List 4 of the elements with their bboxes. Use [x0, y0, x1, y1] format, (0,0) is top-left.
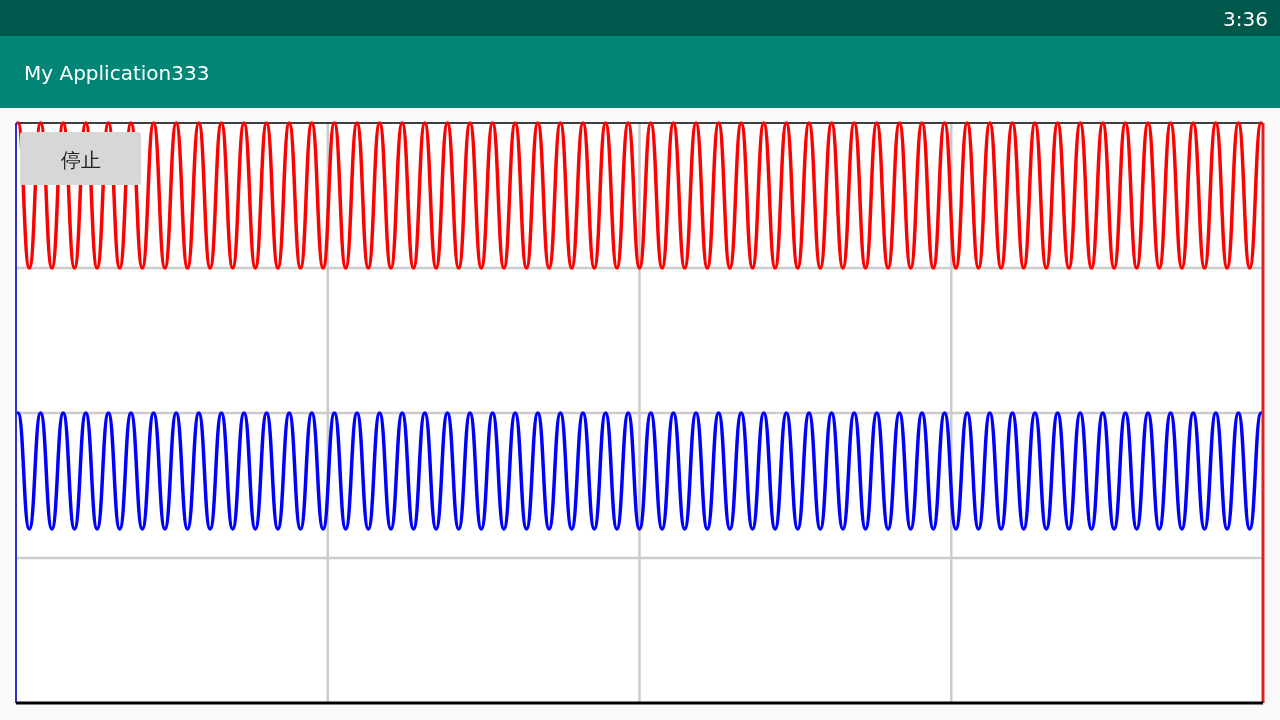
button: 停止: [20, 132, 141, 185]
chart-title: My Application333: [24, 61, 210, 85]
status-bar: 3:36: [0, 0, 1280, 36]
annotation: 停止: [60, 148, 101, 172]
